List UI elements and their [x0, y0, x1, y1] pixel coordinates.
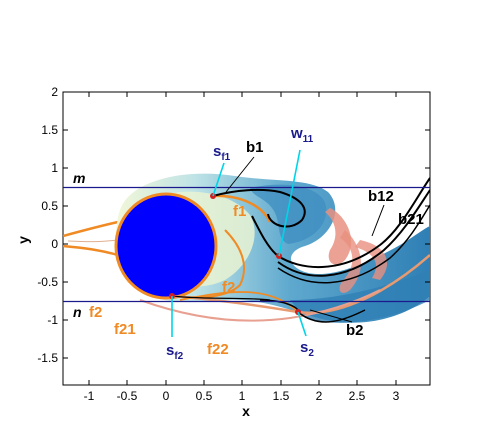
y-tick-label: 0: [51, 237, 58, 251]
y-tick-label: -1: [47, 313, 58, 327]
x-tick-label: 2.5: [349, 389, 366, 403]
y-tick-label: 0.5: [41, 199, 58, 213]
y-tick-label: 2: [51, 85, 58, 99]
leader-s-2: [297, 311, 307, 337]
label-f2-left: f2: [89, 304, 102, 321]
leader-s-f1: [212, 162, 225, 197]
label-s-f2: sf2: [166, 342, 184, 362]
bifurcation-b1: [212, 188, 306, 228]
x-tick-label: 1.5: [273, 389, 290, 403]
finger-streak-1: [325, 208, 352, 265]
label-b21: b21: [398, 211, 424, 228]
label-f2-mid: f2: [222, 279, 235, 296]
bifurcation-b12-a: [277, 177, 430, 269]
bifurcation-b1-tail: [251, 215, 279, 257]
y-tick-label: 1: [51, 161, 58, 175]
label-f21: f21: [114, 321, 136, 338]
upper-vortex-shade: [250, 184, 327, 244]
label-s-f1: sf1: [213, 143, 231, 163]
x-tick-label: 0.5: [196, 389, 213, 403]
x-tick-label: 0: [163, 389, 170, 403]
label-f1: f1: [233, 203, 246, 220]
point-w-11: [276, 253, 282, 259]
leader-b1: [225, 156, 255, 193]
bifurcation-b21: [277, 204, 430, 284]
upstream-streamline-lower: [63, 244, 119, 257]
label-b1: b1: [246, 139, 264, 156]
label-s-2: s2: [300, 339, 314, 359]
y-tick-label: 1.5: [41, 123, 58, 137]
label-m: m: [73, 170, 85, 186]
leader-w-11: [278, 149, 301, 257]
bifurcation-b12-b: [277, 189, 430, 277]
x-tick-label: -1: [84, 389, 95, 403]
x-tick-label: 1: [239, 389, 246, 403]
leader-b2: [309, 309, 353, 323]
y-axis-title: y: [15, 236, 31, 244]
upstream-streamline-mid: [67, 239, 119, 243]
finger-streak-3: [355, 240, 388, 280]
upstream-streamline-upper: [63, 220, 119, 238]
label-n: n: [73, 304, 82, 320]
label-b2: b2: [346, 322, 364, 339]
x-axis-ticks: [88, 92, 397, 385]
y-tick-label: -0.5: [37, 275, 58, 289]
x-tick-label: 2: [316, 389, 323, 403]
x-tick-label: 3: [393, 389, 400, 403]
bifurcation-lower-dashed: [171, 295, 271, 301]
y-axis-ticks: [63, 91, 430, 359]
shear-line-f1-a: [212, 194, 272, 223]
cylinder: [114, 192, 218, 300]
flow-field: [63, 149, 430, 337]
x-tick-label: -0.5: [117, 389, 138, 403]
x-axis-title: x: [242, 403, 250, 419]
label-w-11: w11: [290, 125, 314, 145]
y-tick-label: -1.5: [37, 351, 58, 365]
label-b12: b12: [368, 188, 394, 205]
leader-b12: [371, 204, 385, 237]
label-f22: f22: [207, 341, 229, 358]
